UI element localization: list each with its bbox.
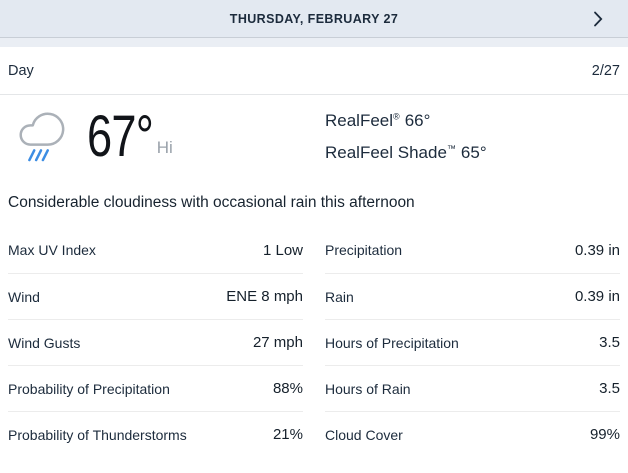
realfeel-label: RealFeel — [325, 111, 394, 130]
detail-value: 99% — [589, 426, 620, 443]
realfeel-trademark: ® — [393, 111, 400, 122]
hero-section: 67° Hi RealFeel® 66° RealFeel Shade™ 65° — [0, 95, 628, 178]
detail-value: 1 Low — [262, 241, 303, 259]
detail-row-cloud-cover: Cloud Cover 99% — [325, 411, 620, 457]
realfeel-value: 66° — [404, 111, 431, 130]
details-left-column: Max UV Index 1 Low Wind ENE 8 mph Wind G… — [8, 227, 303, 457]
day-forecast-panel: Day 2/27 67° Hi — [0, 47, 628, 457]
detail-row-max-uv-index: Max UV Index 1 Low — [8, 227, 303, 273]
header-sub-strip — [0, 38, 628, 47]
detail-row-probability-of-thunderstorms: Probability of Thunderstorms 21% — [8, 411, 303, 457]
realfeel-shade-value: 65° — [460, 143, 487, 162]
realfeel-shade-label: RealFeel Shade — [325, 143, 447, 162]
detail-label: Probability of Precipitation — [8, 380, 170, 397]
date-title: THURSDAY, FEBRUARY 27 — [229, 11, 399, 26]
detail-label: Precipitation — [325, 242, 403, 258]
date-header-bar[interactable]: THURSDAY, FEBRUARY 27 — [0, 0, 628, 38]
detail-row-probability-of-precipitation: Probability of Precipitation 88% — [8, 365, 303, 411]
detail-row-hours-of-rain: Hours of Rain 3.5 — [325, 365, 620, 411]
detail-row-rain: Rain 0.39 in — [325, 273, 620, 319]
realfeel-row: RealFeel® 66° — [325, 111, 620, 130]
realfeel-shade-trademark: ™ — [446, 143, 456, 154]
detail-value: 21% — [272, 426, 303, 443]
cloud-rain-icon — [13, 105, 67, 168]
chevron-right-icon[interactable] — [593, 11, 603, 27]
realfeel-shade-row: RealFeel Shade™ 65° — [325, 143, 620, 162]
detail-label: Hours of Precipitation — [325, 334, 459, 351]
temperature-qualifier: Hi — [156, 137, 173, 157]
detail-value: 0.39 in — [574, 241, 620, 259]
details-grid: Max UV Index 1 Low Wind ENE 8 mph Wind G… — [0, 227, 628, 457]
detail-label: Cloud Cover — [325, 426, 403, 443]
forecast-phrase: Considerable cloudiness with occasional … — [8, 194, 415, 211]
realfeel-block: RealFeel® 66° RealFeel Shade™ 65° — [325, 111, 620, 162]
detail-label: Wind Gusts — [8, 334, 81, 351]
temperature-value: 67° — [87, 103, 154, 169]
detail-label: Max UV Index — [8, 242, 96, 258]
detail-value: 88% — [272, 380, 303, 397]
period-label: Day — [8, 62, 34, 79]
detail-label: Hours of Rain — [325, 380, 411, 397]
detail-row-hours-of-precipitation: Hours of Precipitation 3.5 — [325, 319, 620, 365]
period-row: Day 2/27 — [0, 47, 628, 95]
details-right-column: Precipitation 0.39 in Rain 0.39 in Hours… — [325, 227, 620, 457]
detail-row-precipitation: Precipitation 0.39 in — [325, 227, 620, 273]
detail-row-wind-gusts: Wind Gusts 27 mph — [8, 319, 303, 365]
detail-label: Rain — [325, 288, 354, 305]
detail-value: 3.5 — [599, 380, 620, 397]
period-date: 2/27 — [591, 62, 620, 79]
detail-row-wind: Wind ENE 8 mph — [8, 273, 303, 319]
detail-value: ENE 8 mph — [226, 288, 303, 305]
detail-label: Probability of Thunderstorms — [8, 426, 187, 443]
detail-value: 3.5 — [599, 334, 620, 351]
detail-label: Wind — [8, 288, 40, 305]
detail-value: 0.39 in — [574, 288, 620, 305]
detail-value: 27 mph — [252, 334, 303, 351]
